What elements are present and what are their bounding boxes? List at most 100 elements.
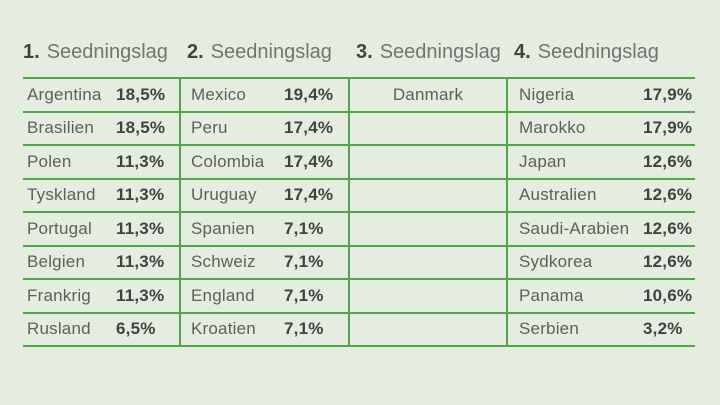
percent-cell: 17,4% [284, 151, 334, 171]
pot-1-number: 1. [23, 41, 40, 63]
country-cell: Brasilien [27, 118, 94, 138]
table-row: Polen 11,3% [23, 146, 179, 180]
country-cell: Peru [191, 118, 228, 138]
country-cell: Australien [519, 185, 597, 205]
percent-cell: 7,1% [284, 218, 324, 238]
table-row: Mexico 19,4% [181, 79, 348, 113]
pot-3-column: Danmark [348, 77, 506, 347]
pot-2-title: Seedningslag [210, 41, 332, 63]
table-row [350, 314, 506, 347]
percent-cell: 11,3% [116, 252, 165, 272]
country-cell: Nigeria [519, 84, 575, 104]
pot-3-title: Seedningslag [379, 41, 501, 63]
percent-cell: 18,5% [116, 84, 166, 104]
pot-header-4: 4. Seedningslag [506, 40, 695, 65]
table-row: Schweiz 7,1% [181, 247, 348, 280]
pot-header-3: 3. Seedningslag [348, 40, 506, 65]
percent-cell: 19,4% [284, 84, 334, 104]
table-row: Sydkorea 12,6% [508, 247, 695, 280]
table-row: Marokko 17,9% [508, 113, 695, 146]
table-row: Colombia 17,4% [181, 146, 348, 180]
country-cell: Saudi-Arabien [519, 218, 630, 238]
country-cell: Mexico [191, 84, 247, 104]
country-cell: Colombia [191, 151, 265, 171]
pot-header-2: 2. Seedningslag [179, 40, 348, 65]
table-row: Australien 12,6% [508, 180, 695, 213]
table-row [350, 213, 506, 247]
pot-header-1: 1. Seedningslag [23, 40, 179, 65]
table-row [350, 180, 506, 213]
table-row: Peru 17,4% [181, 113, 348, 146]
pot-1-title: Seedningslag [46, 41, 168, 63]
table-row: Japan 12,6% [508, 146, 695, 180]
country-cell: Panama [519, 285, 584, 305]
table-row [350, 280, 506, 314]
percent-cell: 7,1% [284, 252, 324, 272]
percent-cell: 17,4% [284, 118, 334, 138]
pot-2-column: Mexico 19,4% Peru 17,4% Colombia 17,4% Urug… [179, 77, 348, 347]
country-cell: Danmark [392, 84, 464, 104]
country-cell: Serbien [519, 319, 579, 339]
table-row: Tyskland 11,3% [23, 180, 179, 213]
country-cell: Rusland [27, 319, 91, 339]
pot-4-number: 4. [514, 41, 531, 63]
table-row: Serbien 3,2% [508, 314, 695, 347]
percent-cell: 11,3% [116, 218, 165, 238]
percent-cell: 3,2% [643, 319, 683, 339]
table-row: Rusland 6,5% [23, 314, 179, 347]
country-cell: Uruguay [191, 185, 257, 205]
pot-3-number: 3. [356, 41, 373, 63]
seeding-pots-infographic: 1. Seedningslag 2. Seedningslag 3. Seedning… [23, 40, 695, 347]
percent-cell: 7,1% [284, 319, 324, 339]
percent-cell: 18,5% [116, 118, 166, 138]
pot-4-column: Nigeria 17,9% Marokko 17,9% Japan 12,6% Aus… [506, 77, 695, 347]
percent-cell: 12,6% [643, 151, 693, 171]
country-cell: Belgien [27, 252, 86, 272]
percent-cell: 11,3% [116, 151, 165, 171]
country-cell: Argentina [27, 84, 102, 104]
table-row [350, 146, 506, 180]
country-cell: Spanien [191, 218, 255, 238]
country-cell: Kroatien [191, 319, 256, 339]
pot-1-column: Argentina 18,5% Brasilien 18,5% Polen 11,3%… [23, 77, 179, 347]
pot-4-title: Seedningslag [537, 41, 659, 63]
country-cell: Sydkorea [519, 252, 593, 272]
country-cell: Japan [519, 151, 567, 171]
percent-cell: 12,6% [643, 185, 693, 205]
country-cell: Polen [27, 151, 72, 171]
percent-cell: 17,9% [643, 118, 693, 138]
pot-headers: 1. Seedningslag 2. Seedningslag 3. Seedning… [23, 40, 695, 65]
pots-table: Argentina 18,5% Brasilien 18,5% Polen 11,3%… [23, 77, 695, 347]
table-row: Saudi-Arabien 12,6% [508, 213, 695, 247]
percent-cell: 12,6% [643, 252, 693, 272]
country-cell: Tyskland [27, 185, 96, 205]
table-row [350, 113, 506, 146]
table-row [350, 247, 506, 280]
percent-cell: 17,4% [284, 185, 334, 205]
percent-cell: 10,6% [643, 285, 693, 305]
table-row: Danmark [350, 79, 506, 113]
table-row: Panama 10,6% [508, 280, 695, 314]
percent-cell: 17,9% [643, 84, 693, 104]
table-row: Argentina 18,5% [23, 79, 179, 113]
table-row: England 7,1% [181, 280, 348, 314]
percent-cell: 11,3% [116, 285, 165, 305]
percent-cell: 12,6% [643, 218, 693, 238]
pot-2-number: 2. [187, 41, 204, 63]
table-row: Brasilien 18,5% [23, 113, 179, 146]
country-cell: Portugal [27, 218, 92, 238]
country-cell: Marokko [519, 118, 586, 138]
table-row: Nigeria 17,9% [508, 79, 695, 113]
percent-cell: 11,3% [116, 185, 165, 205]
table-row: Portugal 11,3% [23, 213, 179, 247]
table-row: Frankrig 11,3% [23, 280, 179, 314]
table-row: Spanien 7,1% [181, 213, 348, 247]
country-cell: England [191, 285, 255, 305]
percent-cell: 7,1% [284, 285, 324, 305]
country-cell: Frankrig [27, 285, 91, 305]
table-row: Belgien 11,3% [23, 247, 179, 280]
percent-cell: 6,5% [116, 319, 156, 339]
table-row: Uruguay 17,4% [181, 180, 348, 213]
table-row: Kroatien 7,1% [181, 314, 348, 347]
country-cell: Schweiz [191, 252, 256, 272]
